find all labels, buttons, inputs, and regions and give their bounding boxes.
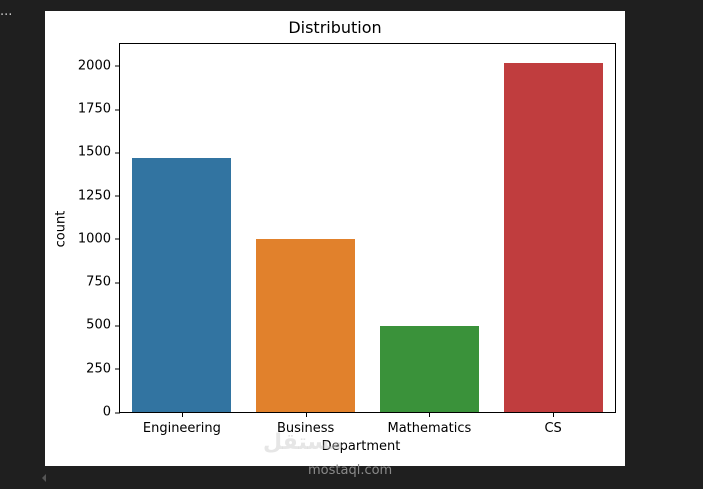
chart-figure: Distribution Engineering Business Mathemat… bbox=[45, 11, 625, 466]
x-tick-label: Business bbox=[246, 412, 366, 436]
bar-cs bbox=[503, 62, 603, 412]
x-axis-label: Department bbox=[321, 439, 401, 454]
y-tick-label: 500 bbox=[60, 318, 120, 333]
x-tick-label: CS bbox=[493, 412, 613, 436]
x-tick-label: Mathematics bbox=[369, 412, 489, 436]
watermark-logo: مستقل bbox=[263, 430, 344, 455]
bar-mathematics bbox=[379, 325, 479, 412]
y-tick-label: 1750 bbox=[60, 102, 120, 117]
watermark-text: mostaql.com bbox=[308, 463, 393, 478]
y-tick-label: 1000 bbox=[60, 231, 120, 246]
bar-engineering bbox=[132, 157, 232, 412]
output-collapse-ellipsis[interactable]: ... bbox=[0, 4, 13, 19]
y-tick-label: 750 bbox=[60, 275, 120, 290]
y-tick-label: 250 bbox=[60, 361, 120, 376]
y-tick-label: 1250 bbox=[60, 188, 120, 203]
y-tick-label: 1500 bbox=[60, 145, 120, 160]
y-axis-label: count bbox=[53, 210, 69, 248]
scroll-left-arrow-icon[interactable] bbox=[42, 474, 46, 482]
chart-title: Distribution bbox=[288, 18, 382, 37]
y-tick-label: 2000 bbox=[60, 58, 120, 73]
plot-area: Engineering Business Mathematics CS 0 250 500 7… bbox=[78, 43, 616, 436]
bar-business bbox=[256, 239, 356, 412]
x-tick-label: Engineering bbox=[122, 412, 242, 436]
y-tick-label: 0 bbox=[60, 405, 120, 420]
